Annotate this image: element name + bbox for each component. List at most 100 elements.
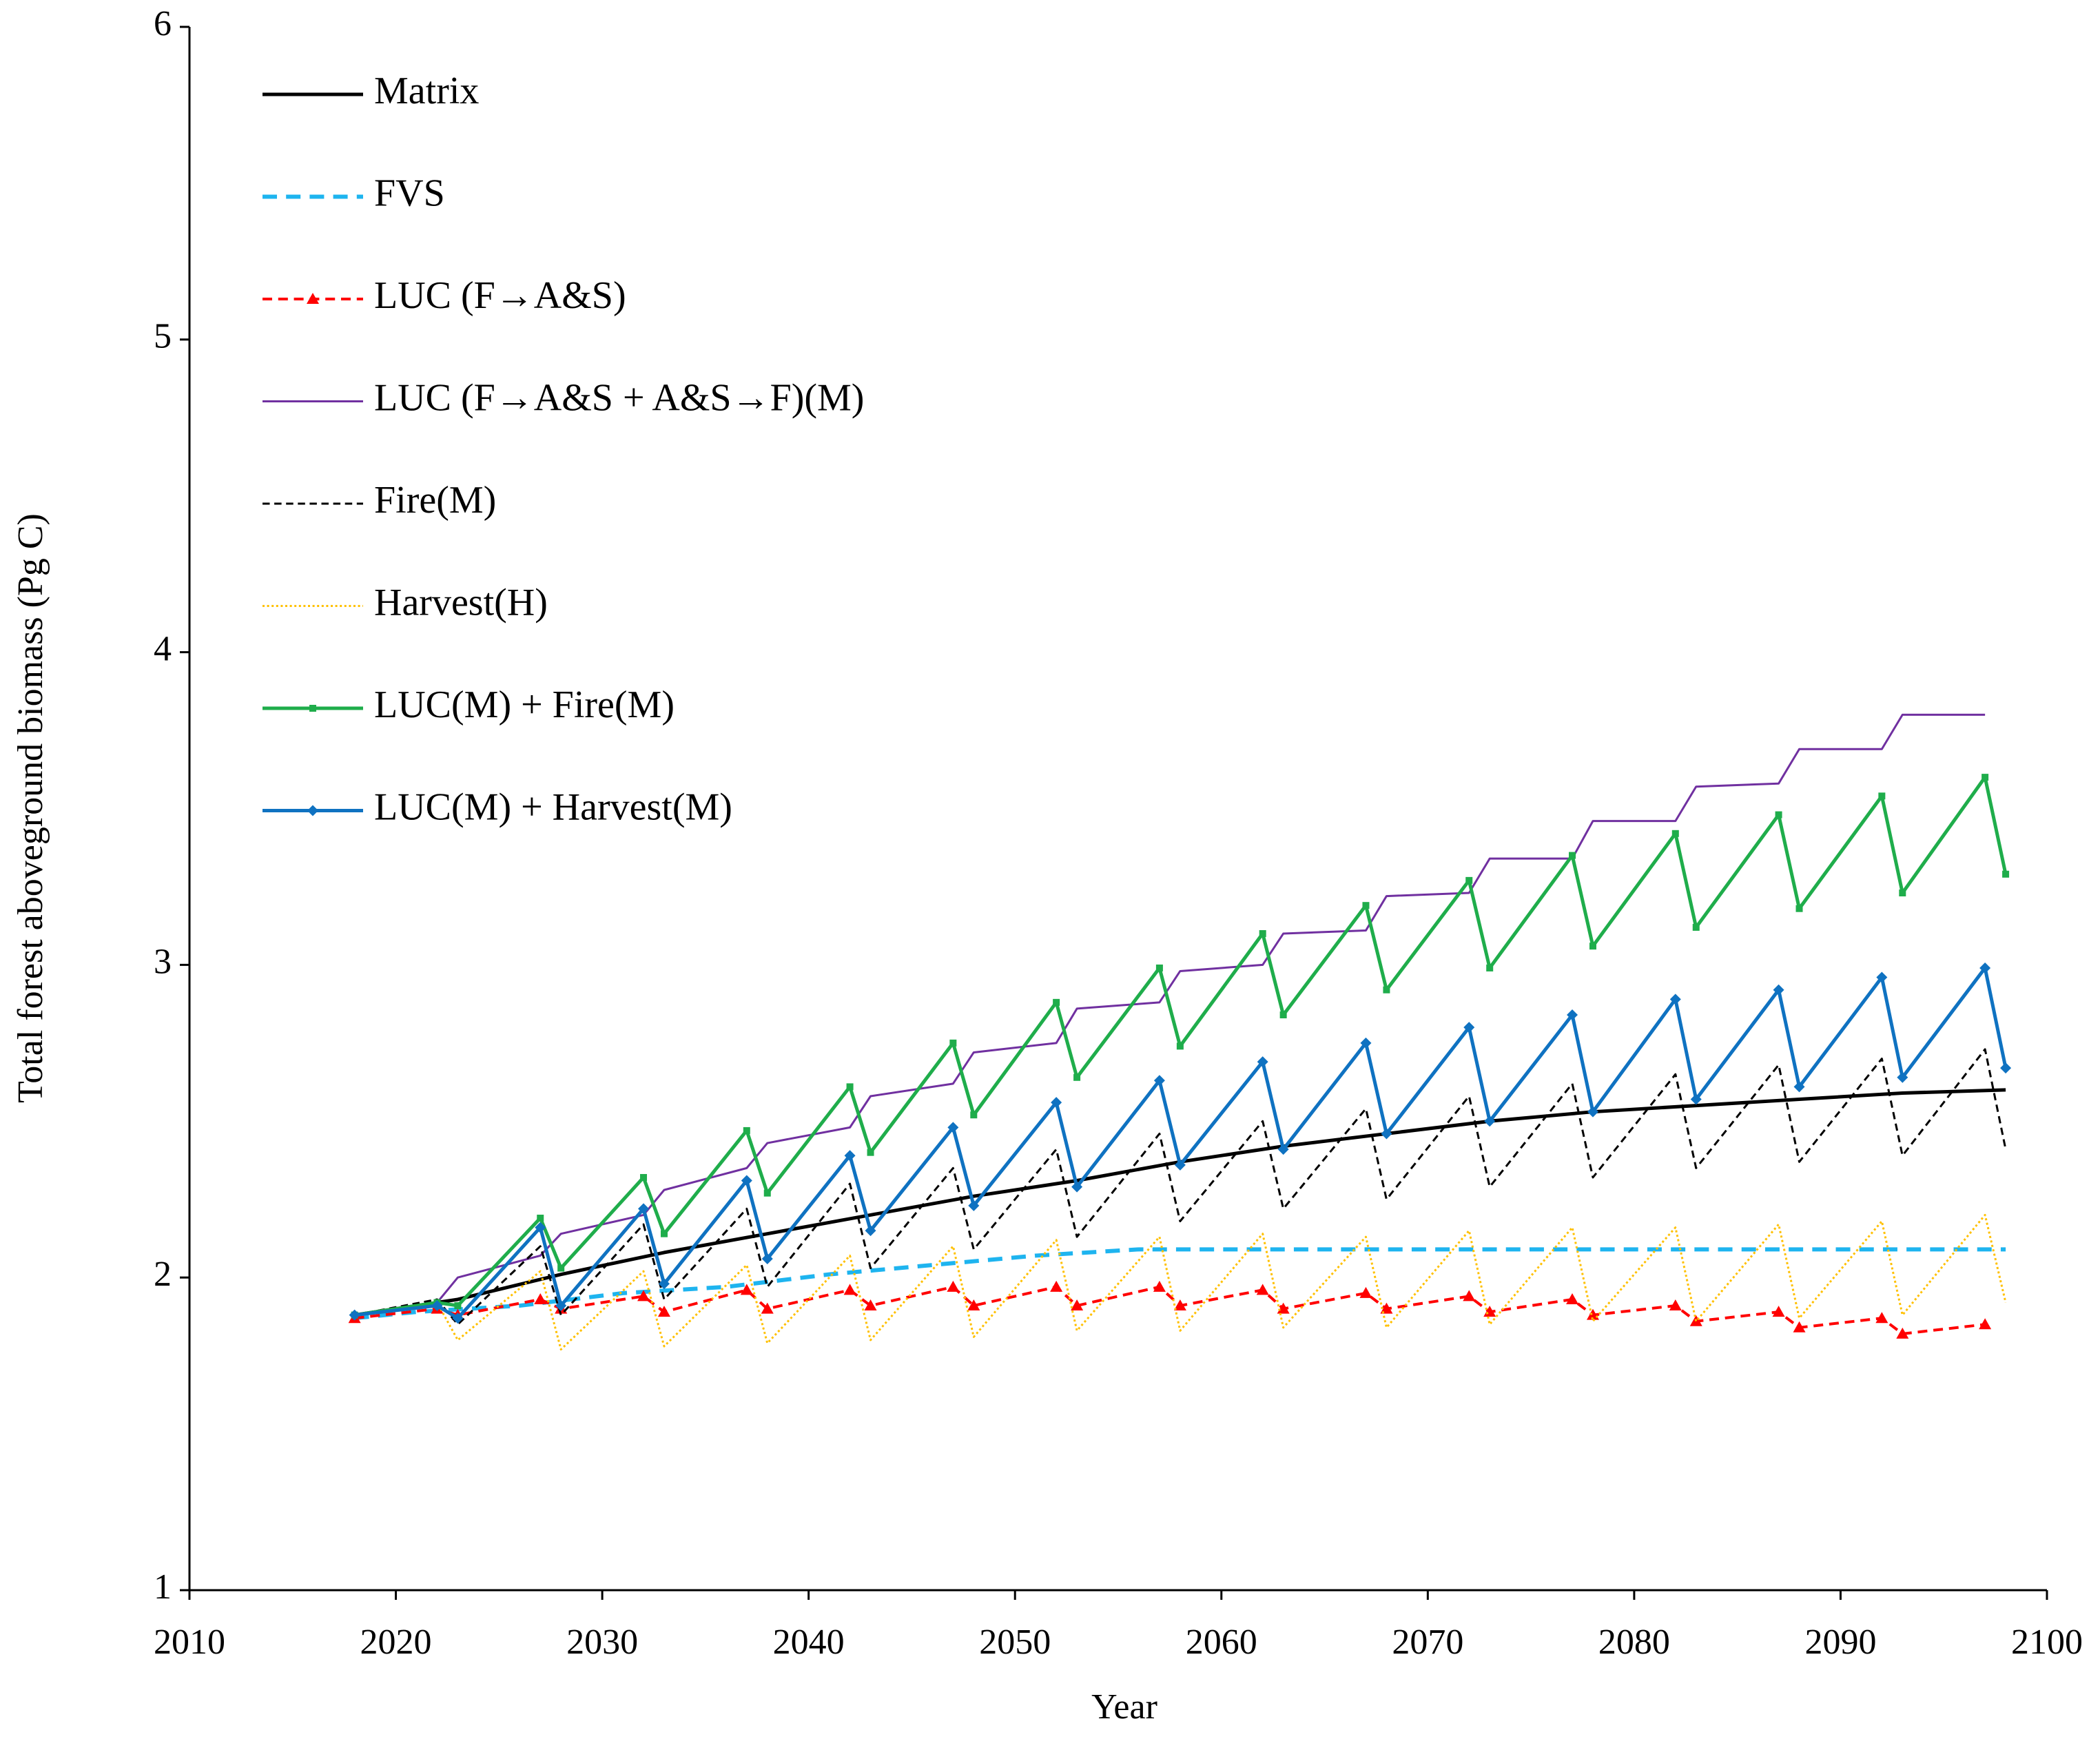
series-marker bbox=[637, 1290, 650, 1301]
series-marker bbox=[1669, 994, 1681, 1005]
series-marker bbox=[557, 1264, 565, 1272]
series-marker bbox=[865, 1225, 876, 1237]
y-tick-label: 4 bbox=[154, 630, 172, 669]
series-marker bbox=[1259, 930, 1266, 938]
series-marker bbox=[658, 1278, 670, 1290]
series-marker bbox=[968, 1200, 980, 1211]
series-marker bbox=[1671, 830, 1679, 837]
series-marker bbox=[1896, 1327, 1909, 1339]
series-marker bbox=[1979, 1318, 1992, 1330]
series-marker bbox=[1256, 1284, 1269, 1295]
series-marker bbox=[843, 1284, 856, 1295]
y-tick-label: 2 bbox=[154, 1255, 172, 1294]
x-tick-label: 2050 bbox=[979, 1623, 1051, 1662]
x-tick-label: 2080 bbox=[1598, 1623, 1670, 1662]
x-tick-label: 2010 bbox=[154, 1623, 225, 1662]
series-marker bbox=[947, 1122, 959, 1133]
series-marker bbox=[1051, 1097, 1062, 1109]
series-marker bbox=[967, 1299, 980, 1311]
series-marker bbox=[1793, 1081, 1805, 1093]
series-marker bbox=[1173, 1299, 1186, 1311]
series-marker bbox=[1174, 1159, 1186, 1171]
series-marker bbox=[555, 1300, 567, 1312]
y-tick-label: 1 bbox=[154, 1567, 172, 1607]
series-marker bbox=[1773, 984, 1784, 996]
legend-label: Matrix bbox=[374, 70, 479, 112]
series-marker bbox=[761, 1302, 774, 1314]
series-marker bbox=[1692, 923, 1700, 931]
legend-marker bbox=[307, 293, 319, 304]
series-marker bbox=[1772, 1306, 1785, 1317]
x-tick-label: 2020 bbox=[360, 1623, 432, 1662]
x-tick-label: 2060 bbox=[1186, 1623, 1257, 1662]
x-tick-label: 2100 bbox=[2011, 1623, 2083, 1662]
x-tick-label: 2070 bbox=[1392, 1623, 1463, 1662]
series-line bbox=[354, 1247, 2006, 1321]
legend-label: FVS bbox=[374, 172, 445, 214]
series-marker bbox=[1277, 1144, 1289, 1155]
series-line bbox=[354, 713, 1986, 1317]
series-marker bbox=[1775, 811, 1782, 819]
legend-label: LUC(M) + Harvest(M) bbox=[374, 785, 732, 828]
y-tick-label: 6 bbox=[154, 4, 172, 43]
series-marker bbox=[743, 1126, 750, 1134]
legend-marker bbox=[309, 705, 316, 712]
series-marker bbox=[864, 1299, 877, 1311]
series-marker bbox=[431, 1300, 443, 1312]
series-marker bbox=[741, 1175, 752, 1186]
legend-label: LUC(M) + Fire(M) bbox=[374, 683, 675, 726]
series-marker bbox=[1176, 1042, 1184, 1050]
series-marker bbox=[1897, 1071, 1908, 1083]
series-line bbox=[354, 1213, 2007, 1351]
series-marker bbox=[1153, 1075, 1165, 1087]
series-marker bbox=[535, 1222, 546, 1233]
series-marker bbox=[640, 1173, 648, 1181]
series-marker bbox=[2002, 870, 2010, 878]
series-marker bbox=[1669, 1299, 1682, 1311]
series-marker bbox=[867, 1149, 874, 1156]
series-marker bbox=[1463, 1022, 1475, 1033]
series-marker bbox=[1484, 1115, 1496, 1127]
series-marker bbox=[1567, 1009, 1578, 1021]
series-marker bbox=[1566, 1293, 1579, 1304]
legend-label: LUC (F→A&S) bbox=[374, 274, 626, 317]
series-marker bbox=[844, 1150, 856, 1162]
series-marker bbox=[1463, 1290, 1476, 1301]
legend-label: LUC (F→A&S + A&S→F)(M) bbox=[374, 376, 864, 419]
series-marker bbox=[1569, 852, 1576, 859]
series-marker bbox=[1359, 1286, 1372, 1298]
series-marker bbox=[1362, 902, 1370, 909]
series-marker bbox=[452, 1313, 464, 1324]
series-line bbox=[354, 1088, 2006, 1317]
y-tick-label: 3 bbox=[154, 942, 172, 981]
series-marker bbox=[1073, 1073, 1081, 1081]
series-marker bbox=[763, 1189, 771, 1197]
series-marker bbox=[1587, 1106, 1598, 1118]
y-tick-label: 5 bbox=[154, 317, 172, 356]
series-marker bbox=[1153, 1280, 1166, 1292]
series-marker bbox=[740, 1284, 753, 1295]
series-marker bbox=[1486, 964, 1494, 971]
series-marker bbox=[638, 1203, 650, 1215]
series-marker bbox=[1053, 998, 1060, 1006]
series-marker bbox=[846, 1083, 854, 1091]
series-marker bbox=[1690, 1093, 1702, 1105]
series-marker bbox=[660, 1230, 668, 1237]
series-marker bbox=[1277, 1302, 1290, 1314]
series-marker bbox=[1257, 1056, 1268, 1068]
series-marker bbox=[1878, 792, 1886, 800]
series-marker bbox=[1071, 1299, 1084, 1311]
series-marker bbox=[1381, 1128, 1392, 1140]
series-marker bbox=[534, 1293, 547, 1304]
series-marker bbox=[1795, 905, 1803, 912]
y-axis-title: Total forest aboveground biomass (Pg C) bbox=[11, 513, 50, 1103]
series-marker bbox=[1875, 1312, 1888, 1324]
series-marker bbox=[1589, 943, 1596, 950]
series-marker bbox=[454, 1302, 462, 1310]
series-marker bbox=[657, 1306, 670, 1317]
series-marker bbox=[1380, 1302, 1393, 1314]
series-marker bbox=[2000, 1062, 2012, 1074]
series-marker bbox=[1465, 876, 1473, 884]
